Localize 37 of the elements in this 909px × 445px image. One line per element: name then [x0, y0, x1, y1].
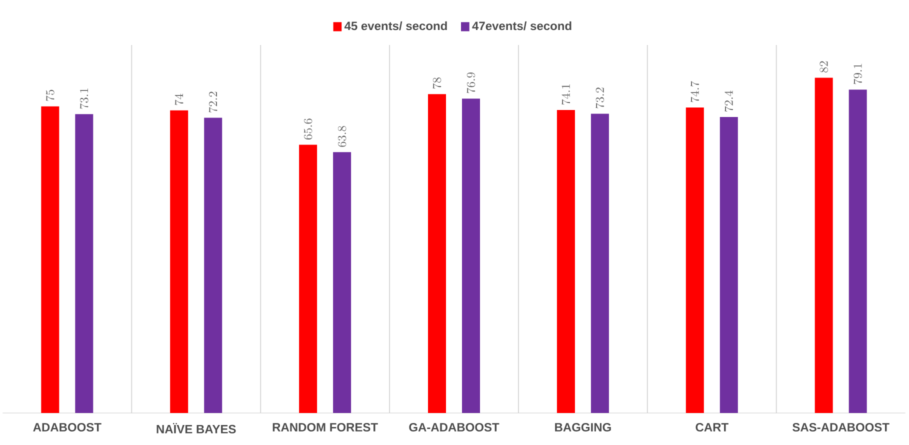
- data-label: 79. 1: [854, 64, 862, 84]
- data-label: 65.6: [304, 118, 312, 140]
- x-tick-label: NAÏVE BAYES: [156, 423, 236, 434]
- legend-label: 45 events/ second: [344, 21, 447, 30]
- bar: [720, 116, 738, 413]
- bar: [814, 78, 833, 413]
- bar: [333, 152, 352, 413]
- legend-label: 47events/ second: [472, 21, 572, 30]
- bar: [75, 114, 94, 413]
- bar: [41, 106, 60, 413]
- data-label: 72.2: [208, 92, 218, 112]
- bar: [556, 110, 575, 413]
- x-tick-label: CART: [696, 423, 728, 432]
- bar: [462, 98, 480, 413]
- bar: [428, 94, 446, 413]
- bar: [170, 110, 188, 413]
- bar: [299, 144, 318, 413]
- bar: [590, 114, 609, 413]
- data-label: 63.8: [338, 126, 346, 147]
- x-tick-label: SAS-ADABOOST: [792, 423, 890, 432]
- data-label: 74.7: [690, 81, 700, 102]
- data-label: 82: [820, 61, 828, 72]
- data-label: 74. 1: [562, 84, 570, 105]
- x-tick-label: BAGGING: [555, 423, 611, 432]
- data-label: 72.4: [724, 90, 734, 112]
- bar: [848, 90, 867, 413]
- data-label: 78: [432, 78, 442, 89]
- x-tick-label: GA-ADABOOST: [409, 423, 500, 432]
- data-label: 76.9: [466, 72, 476, 94]
- bar: [686, 108, 704, 413]
- data-label: 73.2: [596, 88, 604, 108]
- data-label: 75: [46, 90, 54, 101]
- x-tick-label: ADABOOST: [33, 423, 102, 432]
- x-tick-label: RANDOM FOREST: [272, 423, 378, 432]
- data-label: 73. 1: [80, 88, 88, 109]
- bar: [204, 118, 222, 413]
- data-label: 74: [174, 94, 184, 106]
